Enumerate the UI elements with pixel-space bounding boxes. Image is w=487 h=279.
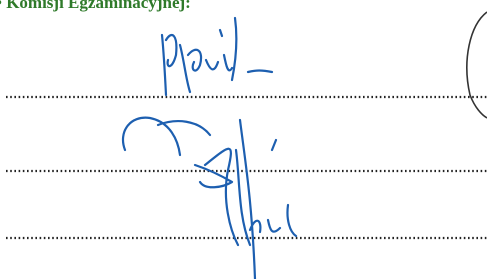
section-heading: • Komisji Egzaminacyjnej: <box>0 0 191 12</box>
document-fragment: • Komisji Egzaminacyjnej: <box>0 0 487 279</box>
stamp-outline <box>467 12 487 118</box>
page: {"header": {"text": "• Komisji Egzaminac… <box>0 0 487 279</box>
signature-2 <box>123 118 296 279</box>
signature-1 <box>162 18 272 95</box>
